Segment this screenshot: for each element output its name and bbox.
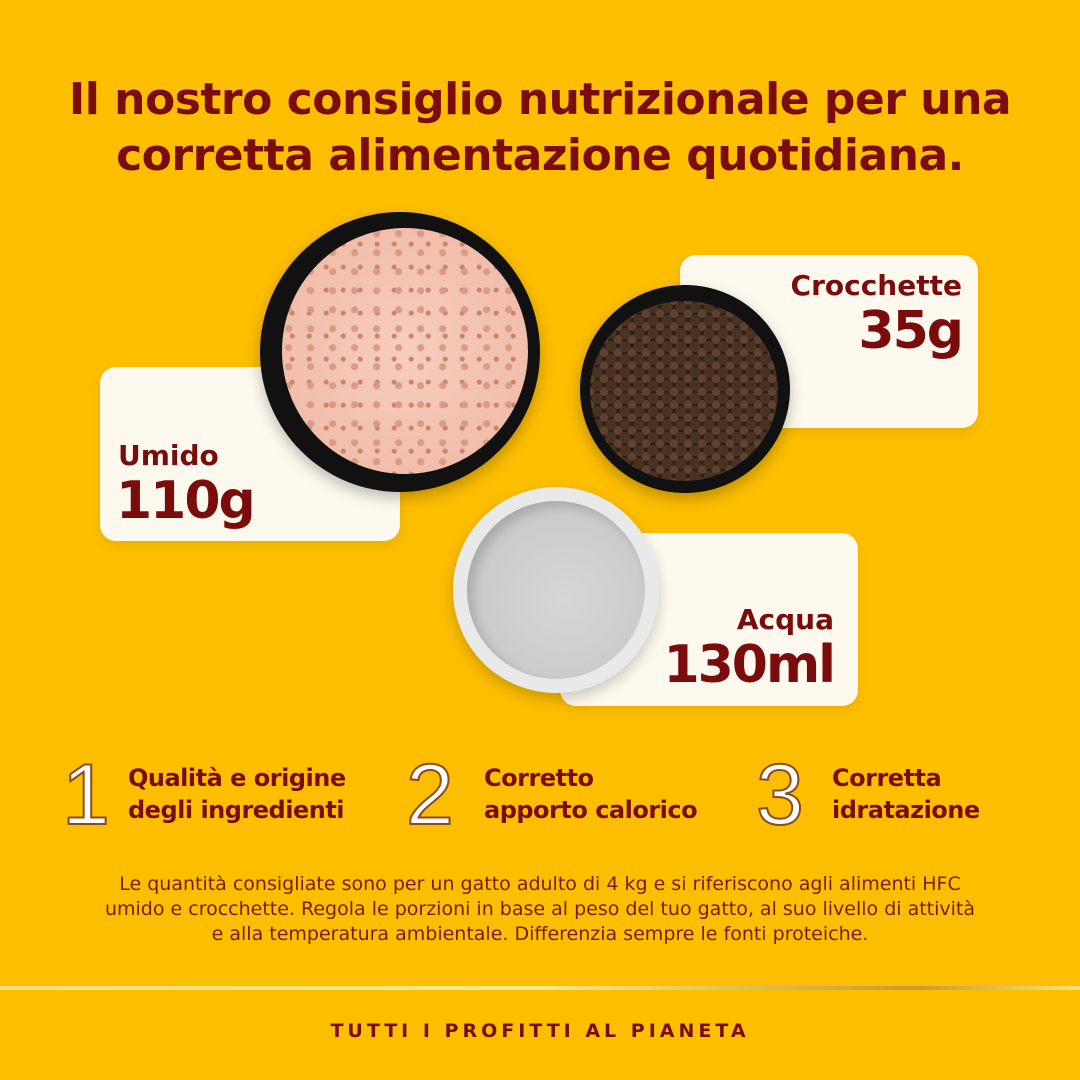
- acqua-label: Acqua: [736, 603, 834, 636]
- disclaimer: Le quantità consigliate sono per un gatt…: [60, 872, 1020, 947]
- title-line-1: Il nostro consiglio nutrizionale per una: [68, 74, 1012, 125]
- wet-food-bowl-image: [260, 212, 540, 492]
- pillar-number-1: 1: [61, 746, 111, 844]
- water-bowl-image: [453, 487, 659, 693]
- footer-tagline: TUTTI I PROFITTI AL PIANETA: [330, 1020, 750, 1042]
- pillar-text-3: Corretta idratazione: [832, 762, 980, 826]
- divider: [0, 986, 1080, 990]
- disclaimer-line-2: umido e crocchette. Regola le porzioni i…: [104, 898, 976, 920]
- pillar-text-1: Qualità e origine degli ingredienti: [128, 762, 346, 826]
- pillar-2-line-2: apporto calorico: [484, 796, 698, 824]
- umido-label: Umido: [118, 439, 219, 472]
- acqua-value: 130ml: [663, 635, 836, 695]
- crocchette-value: 35g: [858, 301, 964, 361]
- pillars-row: 1 Qualità e origine degli ingredienti 2 …: [0, 746, 1080, 844]
- disclaimer-line-3: e alla temperatura ambientale. Differenz…: [211, 923, 869, 945]
- umido-value: 110g: [116, 471, 256, 531]
- disclaimer-line-1: Le quantità consigliate sono per un gatt…: [119, 873, 961, 895]
- pillar-2-line-1: Corretto: [484, 764, 594, 792]
- pillar-number-2: 2: [405, 746, 455, 844]
- pillar-number-3: 3: [755, 746, 805, 844]
- pillar-1-line-2: degli ingredienti: [128, 796, 345, 824]
- pillar-text-2: Corretto apporto calorico: [484, 762, 698, 826]
- crocchette-label: Crocchette: [790, 269, 962, 302]
- page-title: Il nostro consiglio nutrizionale per una…: [0, 72, 1080, 184]
- pillar-3-line-1: Corretta: [832, 764, 942, 792]
- kibble-bowl-image: [580, 285, 790, 493]
- pillar-1-line-1: Qualità e origine: [128, 764, 346, 792]
- pillar-3-line-2: idratazione: [832, 796, 980, 824]
- title-line-2: corretta alimentazione quotidiana.: [116, 130, 964, 181]
